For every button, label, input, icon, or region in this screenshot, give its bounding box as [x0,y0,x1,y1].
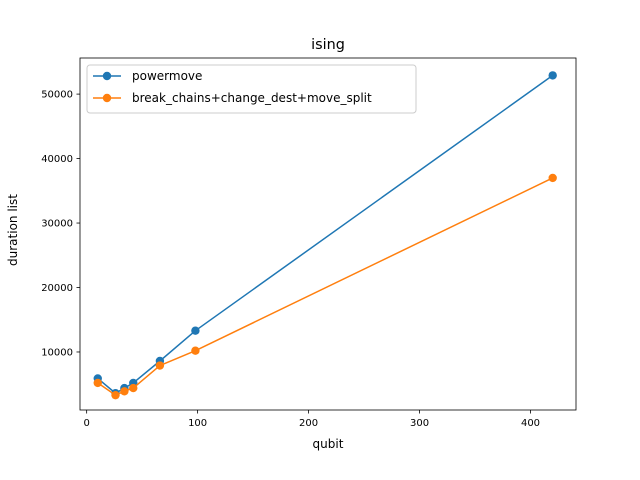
legend-marker-0 [102,71,112,81]
x-tick-label-2: 200 [299,418,318,429]
series-1-point-1 [111,390,120,400]
y-tick-label-2: 30000 [41,219,73,230]
y-tick-label-3: 40000 [41,154,73,165]
series-1-point-5 [191,346,200,355]
series-1-point-3 [129,383,138,393]
series-1-point-4 [155,361,165,370]
x-tick-label-1: 100 [188,418,207,429]
x-tick-label-0: 0 [83,418,89,429]
x-tick-label-3: 300 [410,418,429,429]
legend-label-0: powermove [132,69,202,83]
legend-box [86,64,417,114]
y-tick-label-1: 20000 [41,283,73,294]
y-axis: 10000 20000 30000 40000 50000 [41,90,80,359]
series-1-point-6 [548,173,557,183]
y-tick-label-4: 50000 [41,90,73,101]
x-tick-label-4: 400 [521,418,540,429]
series-0-point-5 [191,326,200,335]
x-axis: 0 100 200 300 400 [83,410,540,429]
plot-area [79,57,577,411]
series-1-point-2 [120,387,129,396]
series-1-point-0 [93,378,102,388]
axes-frame [79,57,577,411]
y-tick-label-0: 10000 [41,348,73,359]
chart-title: ising [311,37,345,53]
y-axis-label: duration list [6,194,20,266]
legend-marker-1 [102,93,112,103]
legend-label-1: break_chains+change_dest+move_split [132,91,372,105]
series-0-point-6 [548,71,557,80]
x-axis-label: qubit [313,437,344,451]
legend: powermove break_chains+change_dest+move_s… [86,64,417,114]
